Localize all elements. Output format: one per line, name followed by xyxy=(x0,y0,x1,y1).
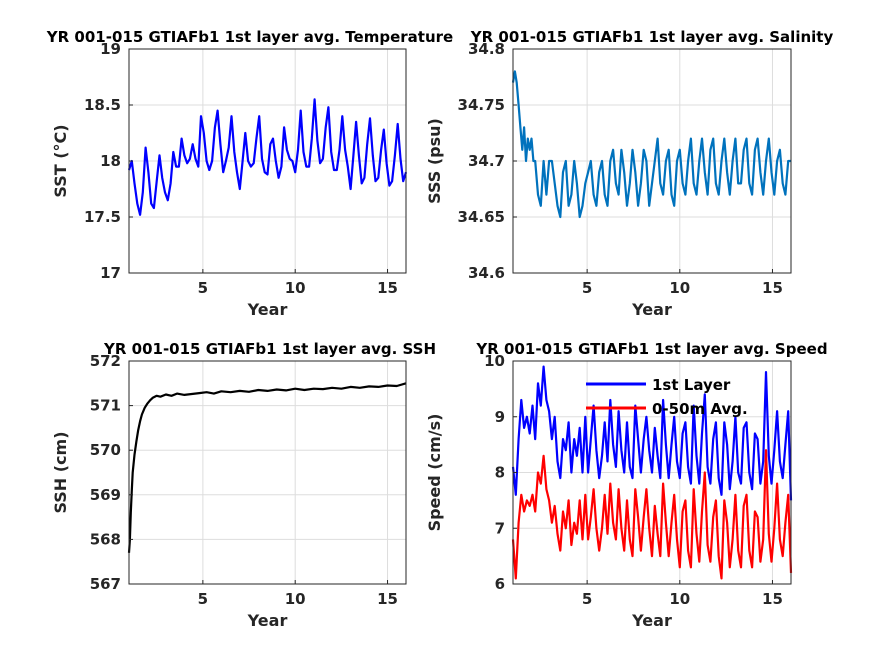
ssh-xtick-label-1: 10 xyxy=(285,590,306,608)
sst-series-0-line xyxy=(127,98,408,216)
sst-ytick-label-2: 18 xyxy=(100,152,121,170)
sss-ytick-label-0: 34.6 xyxy=(468,264,505,282)
speed-ylabel: Speed (cm/s) xyxy=(425,414,444,532)
ssh-series-0-line xyxy=(127,382,407,553)
sss-ytick-label-2: 34.7 xyxy=(468,152,505,170)
speed-xtick-label-2: 15 xyxy=(762,590,783,608)
speed-series-1-line xyxy=(511,449,793,580)
ssh-ytick-label-4: 571 xyxy=(90,397,121,415)
ssh-plot-area xyxy=(129,361,406,584)
sst-ytick-label-3: 18.5 xyxy=(84,96,121,114)
sst-xtick-label-2: 15 xyxy=(377,279,398,297)
sss-xlabel: Year xyxy=(631,300,672,319)
sst-ylabel: SST (°C) xyxy=(51,124,70,197)
sst-ytick-label-1: 17.5 xyxy=(84,208,121,226)
sss-title: YR 001-015 GTIAFb1 1st layer avg. Salini… xyxy=(470,28,834,46)
ssh-ytick-label-1: 568 xyxy=(90,530,121,548)
sss-ytick-label-3: 34.75 xyxy=(458,96,505,114)
speed-ytick-label-1: 7 xyxy=(495,519,505,537)
speed-ytick-label-2: 8 xyxy=(495,464,505,482)
sss-xtick-label-1: 10 xyxy=(669,279,690,297)
sss-ytick-label-4: 34.8 xyxy=(468,40,505,58)
ssh-ylabel: SSH (cm) xyxy=(51,431,70,513)
ssh-xtick-label-0: 5 xyxy=(198,590,208,608)
sst-ytick-label-0: 17 xyxy=(100,264,121,282)
sss-ylabel: SSS (psu) xyxy=(425,118,444,204)
speed-series-0-line xyxy=(511,365,793,501)
sst-ytick-label-4: 19 xyxy=(100,40,121,58)
speed-title: YR 001-015 GTIAFb1 1st layer avg. Speed xyxy=(475,340,827,358)
speed-xlabel: Year xyxy=(631,611,672,630)
sst-xtick-label-0: 5 xyxy=(198,279,208,297)
sss-series-0-line xyxy=(511,70,791,219)
ssh-xlabel: Year xyxy=(247,611,288,630)
ssh-ytick-label-3: 570 xyxy=(90,441,121,459)
sst-xtick-label-1: 10 xyxy=(285,279,306,297)
speed-ytick-label-0: 6 xyxy=(495,575,505,593)
sss-xtick-label-2: 15 xyxy=(762,279,783,297)
speed-xtick-label-0: 5 xyxy=(582,590,592,608)
speed-legend-label-1: 0-50m Avg. xyxy=(652,400,748,418)
speed-ytick-label-4: 10 xyxy=(484,352,505,370)
speed-xtick-label-1: 10 xyxy=(669,590,690,608)
speed-legend-label-0: 1st Layer xyxy=(652,376,731,394)
sss-xtick-label-0: 5 xyxy=(582,279,592,297)
sst-xlabel: Year xyxy=(247,300,288,319)
sst-title: YR 001-015 GTIAFb1 1st layer avg. Temper… xyxy=(46,28,453,46)
ssh-axes-frame xyxy=(128,360,407,585)
ssh-xtick-label-2: 15 xyxy=(377,590,398,608)
speed-ytick-label-3: 9 xyxy=(495,408,505,426)
sss-ytick-label-1: 34.65 xyxy=(458,208,505,226)
ssh-ytick-label-5: 572 xyxy=(90,352,121,370)
ssh-title: YR 001-015 GTIAFb1 1st layer avg. SSH xyxy=(103,340,436,358)
ssh-ytick-label-2: 569 xyxy=(90,486,121,504)
ssh-ytick-label-0: 567 xyxy=(90,575,121,593)
